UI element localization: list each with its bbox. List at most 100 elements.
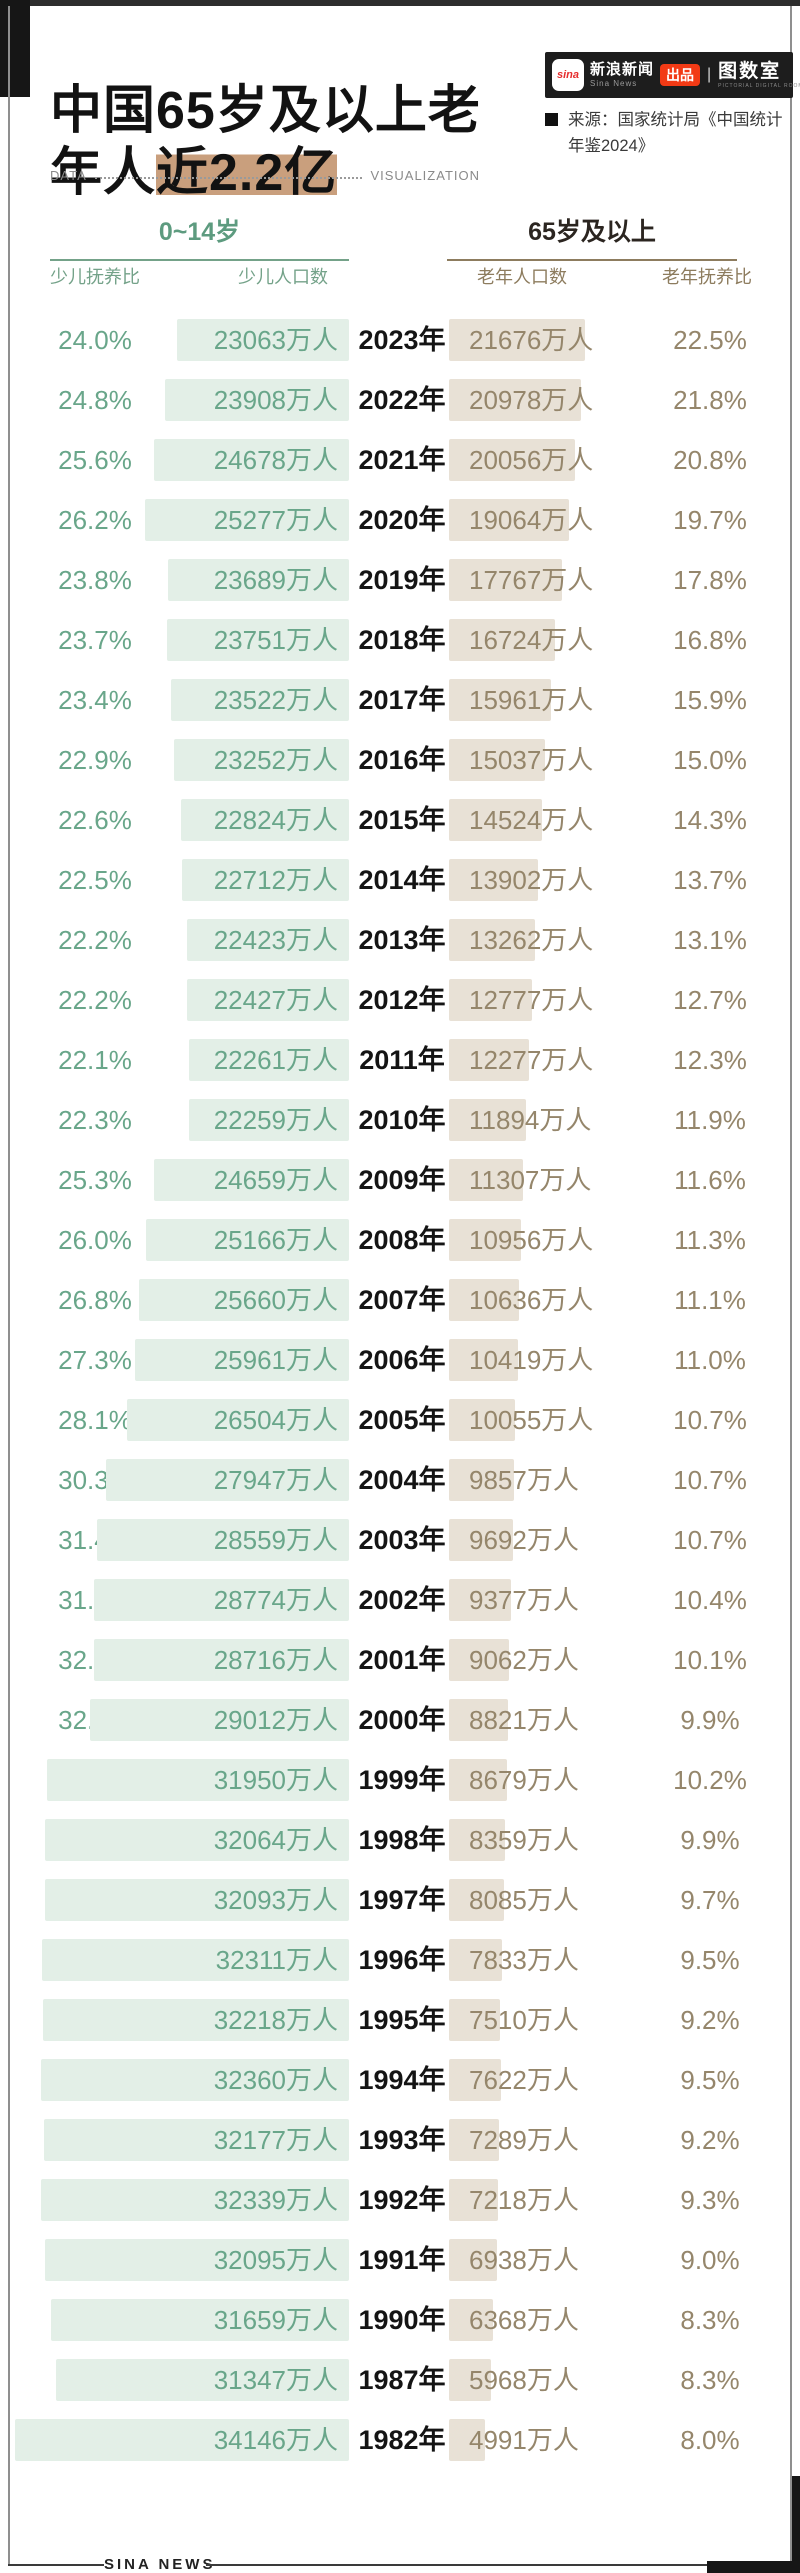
elder-population-bar: 11307万人 [449, 1159, 591, 1201]
year-label: 2007年 [358, 1285, 446, 1315]
page-title: 中国65岁及以上老 年人近2.2亿 [50, 80, 481, 204]
elder-population-value: 21676万人 [469, 325, 594, 355]
elder-dependency-ratio-value: 10.4% [673, 1585, 747, 1615]
child-population-value: 32311万人 [215, 1945, 338, 1975]
child-population-value: 25277万人 [213, 505, 338, 535]
child-dependency-ratio-value: 22.9% [58, 745, 132, 775]
table-row: 54.6% 34146万人 1982年 4991万人 8.0% [0, 2410, 800, 2470]
child-population-value: 22259万人 [213, 1105, 338, 1135]
child-population-value: 23689万人 [213, 565, 338, 595]
child-population-value: 22712万人 [213, 865, 338, 895]
logo-divider: | [707, 66, 712, 83]
year-label: 2008年 [358, 1225, 446, 1255]
elder-population-value: 11307万人 [469, 1165, 592, 1195]
data-source: 来源：国家统计局《中国统计 年鉴2024》 [545, 107, 797, 159]
child-population-value: 24678万人 [213, 445, 338, 475]
year-label: 2020年 [358, 505, 446, 535]
page-title-line2: 年人近2.2亿 [50, 142, 481, 204]
elder-population-value: 8679万人 [469, 1765, 579, 1795]
table-row: 31.4% 28559万人 2003年 9692万人 10.7% [0, 1510, 800, 1570]
elder-dependency-ratio-value: 22.5% [673, 325, 747, 355]
elder-population-value: 6368万人 [469, 2305, 579, 2335]
publisher-brand-sub: Sina News [590, 79, 638, 88]
year-label: 2003年 [358, 1525, 446, 1555]
elder-population-bar: 7289万人 [449, 2119, 579, 2161]
elder-population-value: 10956万人 [469, 1225, 594, 1255]
child-population-value: 32095万人 [213, 2245, 338, 2275]
publisher-brand: 新浪新闻 Sina News [590, 62, 654, 88]
year-label: 1997年 [358, 1885, 446, 1915]
year-label: 1982年 [358, 2425, 446, 2455]
elder-population-bar: 17767万人 [449, 559, 593, 601]
table-row: 41.5% 31659万人 1990年 6368万人 8.3% [0, 2290, 800, 2350]
table-row: 23.7% 23751万人 2018年 16724万人 16.8% [0, 610, 800, 670]
table-row: 30.3% 27947万人 2004年 9857万人 10.7% [0, 1450, 800, 1510]
year-label: 1996年 [358, 1945, 446, 1975]
table-row: 22.5% 22712万人 2014年 13902万人 13.7% [0, 850, 800, 910]
elder-dependency-ratio-value: 9.9% [680, 1705, 740, 1735]
elder-dependency-ratio-value: 11.6% [674, 1165, 746, 1195]
child-population-value: 32093万人 [213, 1885, 338, 1915]
elder-dependency-ratio-value: 21.8% [673, 385, 747, 415]
elder-dependency-ratio-value: 13.1% [673, 925, 747, 955]
table-rows: 24.0% 23063万人 2023年 21676万人 22.5% 24.8% … [0, 310, 800, 2470]
elder-dependency-ratio-value: 9.2% [680, 2125, 740, 2155]
table-row: 28.1% 26504万人 2005年 10055万人 10.7% [0, 1390, 800, 1450]
elder-dependency-ratio-value: 20.8% [673, 445, 747, 475]
elder-population-value: 14524万人 [469, 805, 594, 835]
tushushi-logo: 图数室 PICTORIAL DIGITAL ROOM [718, 62, 800, 89]
child-population-bar: 32339万人 [41, 2179, 349, 2221]
year-label: 1999年 [358, 1765, 446, 1795]
table-row: 31.9% 28774万人 2002年 9377万人 10.4% [0, 1570, 800, 1630]
child-population-bar: 32311万人 [42, 1939, 349, 1981]
child-population-bar: 25961万人 [135, 1339, 349, 1381]
child-population-value: 22824万人 [213, 805, 338, 835]
elder-population-bar: 10055万人 [449, 1399, 593, 1441]
source-text-line2: 年鉴2024》 [568, 137, 655, 155]
child-population-bar: 29012万人 [90, 1699, 349, 1741]
child-population-bar: 22824万人 [181, 799, 349, 841]
elder-population-bar: 9857万人 [449, 1459, 579, 1501]
table-row: 22.3% 22259万人 2010年 11894万人 11.9% [0, 1090, 800, 1150]
child-population-value: 23252万人 [213, 745, 338, 775]
child-dependency-ratio-value: 23.4% [58, 685, 132, 715]
table-row: 40.7% 32177万人 1993年 7289万人 9.2% [0, 2110, 800, 2170]
year-label: 1994年 [358, 2065, 446, 2095]
left-border-line [8, 6, 10, 2565]
child-population-bar: 31659万人 [51, 2299, 349, 2341]
year-label: 2012年 [358, 985, 446, 1015]
elder-dependency-ratio-value: 9.5% [680, 2065, 740, 2095]
elder-dependency-ratio-value: 15.0% [673, 745, 747, 775]
elder-population-value: 8359万人 [469, 1825, 579, 1855]
child-population-value: 29012万人 [213, 1705, 338, 1735]
elder-population-value: 15037万人 [469, 745, 594, 775]
child-population-bar: 32093万人 [45, 1879, 349, 1921]
child-dependency-ratio-value: 24.0% [58, 325, 132, 355]
child-population-bar: 23522万人 [171, 679, 349, 721]
source-text-line1: 来源：国家统计局《中国统计 [568, 111, 783, 129]
table-row: 26.0% 25166万人 2008年 10956万人 11.3% [0, 1210, 800, 1270]
elder-population-value: 5968万人 [469, 2365, 579, 2395]
elder-population-bar: 8085万人 [449, 1879, 579, 1921]
child-population-value: 34146万人 [213, 2425, 338, 2455]
child-population-bar: 31347万人 [56, 2359, 349, 2401]
elder-population-bar: 10956万人 [449, 1219, 593, 1261]
year-label: 2000年 [358, 1705, 446, 1735]
elder-population-bar: 15961万人 [449, 679, 593, 721]
table-row: 38.5% 32093万人 1997年 8085万人 9.7% [0, 1870, 800, 1930]
elder-dependency-ratio-value: 9.9% [680, 1825, 740, 1855]
year-label: 1995年 [358, 2005, 446, 2035]
divider-label-data: DATA [50, 168, 87, 183]
publisher-brand-name: 新浪新闻 [590, 61, 655, 78]
sina-logo-text: sina [556, 69, 579, 81]
table-row: 32.6% 29012万人 2000年 8821万人 9.9% [0, 1690, 800, 1750]
elder-dependency-ratio-value: 11.1% [674, 1285, 746, 1315]
elder-population-value: 13262万人 [469, 925, 594, 955]
table-row: 25.3% 24659万人 2009年 11307万人 11.6% [0, 1150, 800, 1210]
elder-dependency-ratio-value: 8.3% [680, 2305, 740, 2335]
tushushi-logo-text: 图数室 [718, 60, 782, 82]
footer-brand: SINA NEWS [104, 2556, 216, 2573]
elder-dependency-ratio-value: 10.7% [673, 1525, 747, 1555]
child-population-value: 31347万人 [213, 2365, 338, 2395]
table-row: 41.8% 32095万人 1991年 6938万人 9.0% [0, 2230, 800, 2290]
